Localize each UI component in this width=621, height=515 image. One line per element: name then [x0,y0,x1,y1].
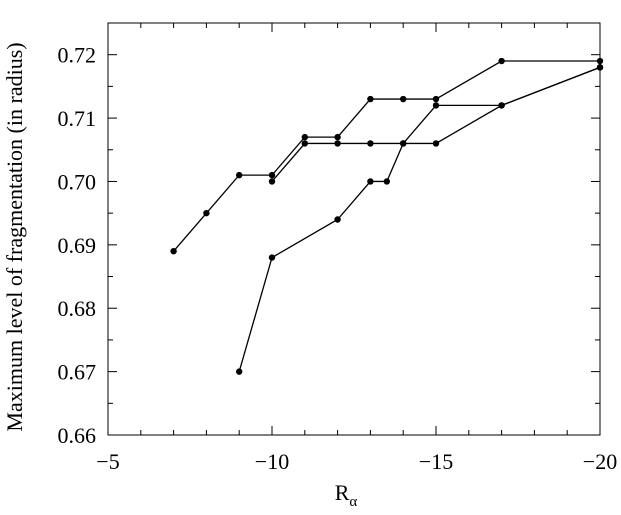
series-3-line [238,66,601,372]
series-1-point [236,171,243,179]
series-1-point [268,171,276,179]
series-1-point [170,247,177,255]
series-3-point [596,64,604,71]
x-axis-label: Rα [335,480,358,510]
series-1-point [301,133,308,141]
x-tick-label: −10 [255,449,289,474]
series-3-point [334,216,341,223]
series-1-line [173,60,600,252]
series-3-point [367,178,374,185]
y-axis-label: Maximum level of fragmentation (in radiu… [2,42,27,431]
series-3-point [498,102,505,109]
series-2-point [268,178,276,185]
series-3-point [383,178,390,185]
y-tick-label: 0.68 [58,296,97,321]
series-1-point [203,209,210,217]
series-3-point [236,368,243,375]
series-3-point [432,102,440,109]
x-axis-label-main: R [335,480,350,505]
x-tick-label: −20 [583,449,617,474]
y-tick-label: 0.71 [58,106,97,131]
y-tick-label: 0.67 [58,360,97,385]
ticks-group [107,23,601,436]
y-tick-label: 0.66 [58,423,97,448]
series-1-point [596,57,604,65]
y-tick-label: 0.72 [58,43,97,68]
series-2-point [432,140,440,147]
series-2-point [301,140,308,147]
y-tick-label: 0.69 [58,233,97,258]
series-2-line [271,66,601,182]
series-2-point [367,140,374,147]
series-3-point [268,254,276,261]
x-tick-label: −5 [96,449,119,474]
plot-frame-group [107,22,601,436]
series-1-point [334,133,341,141]
series-1-point [432,95,440,103]
series-1-point [400,95,407,103]
series-group [170,57,604,375]
x-tick-label: −15 [419,449,453,474]
plot-frame [107,22,601,436]
x-axis-label-subscript: α [349,494,357,510]
y-tick-label: 0.70 [58,169,97,194]
series-1-point [498,57,505,65]
series-3-point [400,140,407,147]
series-1-point [367,95,374,103]
series-2-point [334,140,341,147]
labels-group: 0.66 0.67 0.68 0.69 0.70 0.71 0.72 −5 −10 −15 −20 [58,43,618,474]
